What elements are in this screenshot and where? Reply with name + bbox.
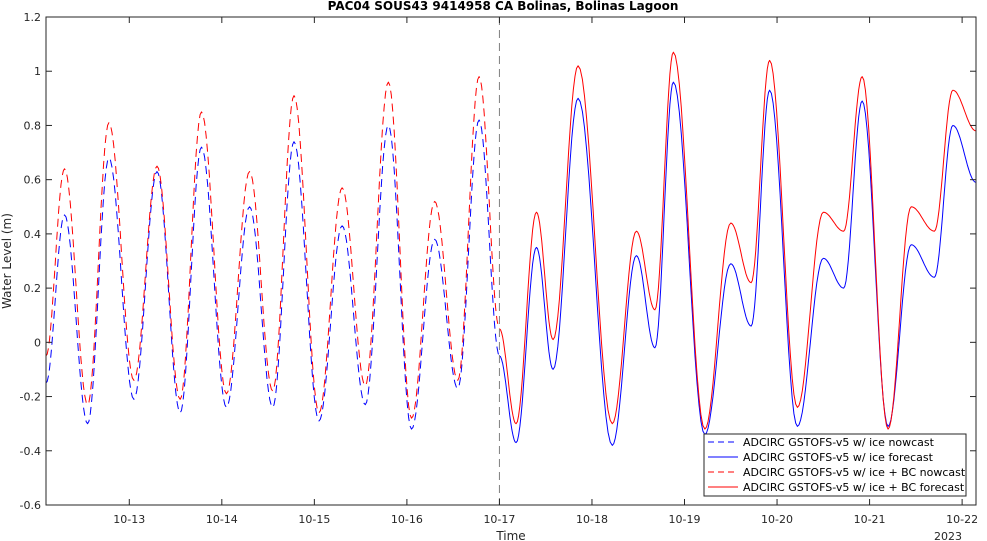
x-tick-label: 10-20 (761, 513, 793, 526)
y-axis-label: Water Level (m) (0, 213, 14, 309)
x-tick-label: 10-22 (946, 513, 978, 526)
x-tick-label: 10-14 (206, 513, 238, 526)
legend-label-nowcast: ADCIRC GSTOFS-v5 w/ ice nowcast (743, 436, 935, 449)
x-axis-label: Time (495, 529, 525, 541)
series-line-4 (499, 51, 977, 430)
axes-layer: -0.6 -0.4 -0.2 0 0.2 0.4 0.6 0.8 1 1.2 10-13 10-14 1… (20, 11, 979, 526)
y-tick-label: 1.2 (24, 11, 42, 24)
chart-title: PAC04 SOUS43 9414958 CA Bolinas, Bolinas… (328, 0, 679, 13)
plot-area (46, 17, 976, 505)
series-line-1 (45, 119, 500, 430)
series-line-2 (499, 81, 977, 446)
y-tick-label: 1 (34, 65, 41, 78)
legend-label-forecast: ADCIRC GSTOFS-v5 w/ ice forecast (743, 451, 934, 464)
x-tick-label: 10-19 (669, 513, 701, 526)
x-tick-label: 10-21 (854, 513, 886, 526)
y-tick-label: -0.6 (20, 499, 41, 512)
y-tick-label: 0.8 (24, 119, 42, 132)
legend: ADCIRC GSTOFS-v5 w/ ice nowcast ADCIRC G… (703, 433, 967, 497)
y-tick-label: 0.2 (24, 282, 42, 295)
x-tick-label: 10-13 (113, 513, 145, 526)
x-tick-label: 10-18 (576, 513, 608, 526)
series-layer (45, 51, 977, 446)
axes-frame (45, 16, 977, 506)
legend-label-bc-nowcast: ADCIRC GSTOFS-v5 w/ ice + BC nowcast (743, 466, 966, 479)
y-tick-label: -0.2 (20, 391, 41, 404)
x-tick-label: 10-17 (483, 513, 515, 526)
y-tick-label: -0.4 (20, 445, 41, 458)
y-tick-label: 0.4 (24, 228, 42, 241)
x-tick-label: 10-15 (298, 513, 330, 526)
x-tick-label: 10-16 (391, 513, 423, 526)
x-axis-year-label: 2023 (934, 530, 962, 541)
legend-label-bc-forecast: ADCIRC GSTOFS-v5 w/ ice + BC forecast (743, 481, 965, 494)
y-tick-label: 0 (34, 336, 41, 349)
y-tick-label: 0.6 (24, 174, 42, 187)
legend-box (703, 433, 967, 497)
